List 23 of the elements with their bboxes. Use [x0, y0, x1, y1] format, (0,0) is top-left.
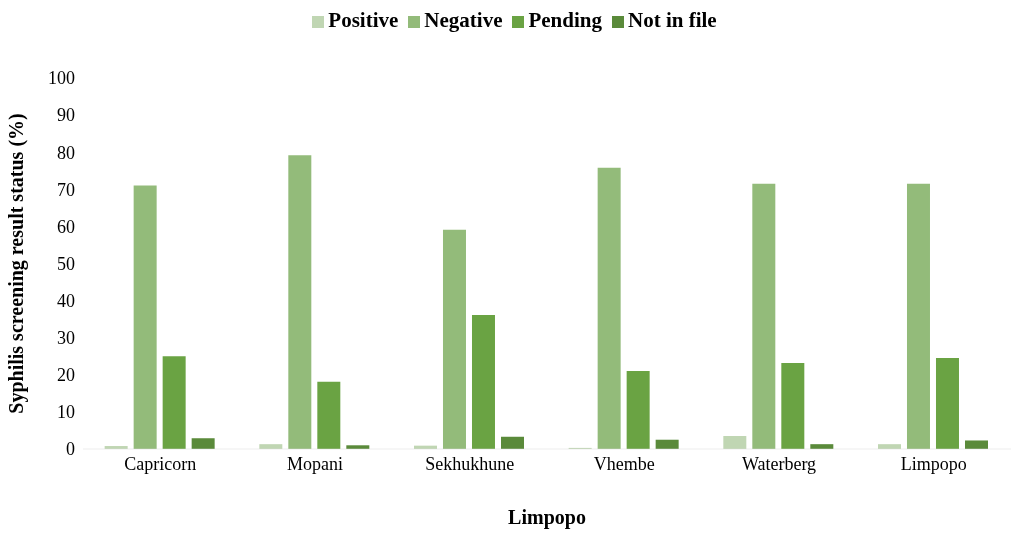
- y-tick-label: 90: [57, 105, 75, 126]
- y-tick-label: 60: [57, 216, 75, 237]
- y-tick-label: 20: [57, 365, 75, 386]
- x-tick-label: Capricorn: [124, 453, 197, 474]
- x-tick-label: Limpopo: [900, 453, 967, 474]
- y-axis-title: Syphilis screening result status (%): [5, 113, 29, 414]
- legend-label: Negative: [424, 8, 503, 32]
- x-tick-label: Mopani: [287, 453, 343, 474]
- y-tick-label: 0: [66, 439, 75, 460]
- y-tick-label: 40: [57, 290, 75, 311]
- legend-label: Not in file: [628, 8, 717, 32]
- x-tick-label: Waterberg: [741, 453, 817, 474]
- y-tick-label: 100: [48, 68, 75, 89]
- x-axis-title: Limpopo: [508, 506, 586, 529]
- x-tick-label: Vhembe: [593, 453, 655, 474]
- legend-label: Positive: [328, 8, 399, 32]
- y-tick-label: 50: [57, 253, 75, 274]
- y-tick-label: 10: [57, 402, 75, 423]
- y-tick-label: 80: [57, 142, 75, 163]
- legend-label: Pending: [528, 8, 602, 32]
- x-tick-label: Sekhukhune: [425, 453, 515, 474]
- y-tick-label: 70: [57, 179, 75, 200]
- y-tick-label: 30: [57, 328, 75, 349]
